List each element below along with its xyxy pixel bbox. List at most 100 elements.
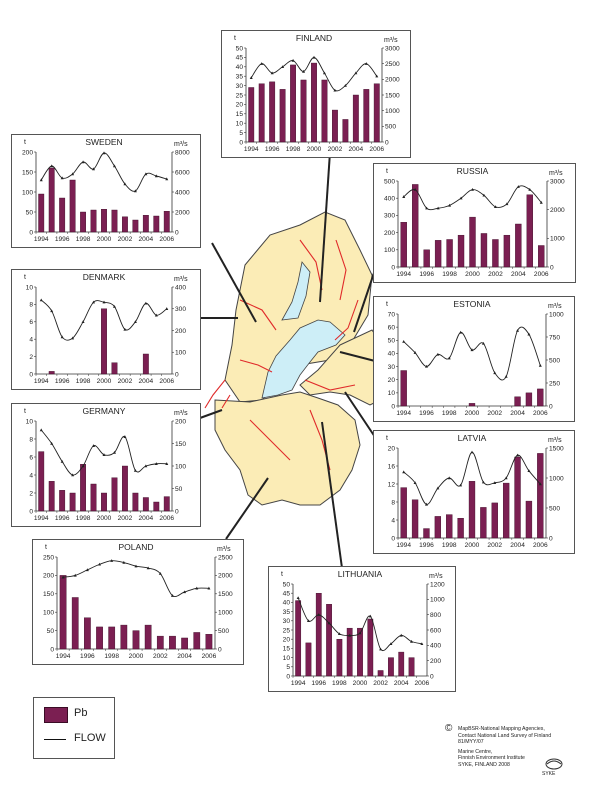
flow-point-2001 [112,450,116,454]
bar-pb-2004 [352,94,359,143]
bar-pb-1996 [423,528,430,539]
right-tick-label: 1500 [218,591,233,598]
flow-point-1994 [402,340,406,343]
flow-point-2005 [527,332,531,336]
x-tick-label: 2000 [353,680,368,687]
flow-point-1995 [260,62,264,65]
flow-point-2002 [123,435,127,438]
flow-point-1998 [110,559,114,562]
flow-point-2006 [207,586,211,590]
flow-point-2001 [482,193,486,197]
left-tick-label: 2 [29,354,33,361]
left-tick-label: 20 [236,102,244,109]
x-tick-label: 2002 [118,236,133,243]
right-axis-unit: m³/s [174,410,188,417]
flow-point-1995 [413,351,417,354]
bar-pb-2006 [537,453,544,539]
bar-pb-1998 [336,638,343,677]
x-tick-label: 2000 [97,236,112,243]
x-tick-label: 2006 [159,236,174,243]
x-tick-label: 2006 [533,410,548,417]
bar-pb-1998 [80,211,86,233]
flow-point-1999 [92,300,96,304]
bar-pb-2004 [142,214,149,233]
chart-title: POLAND [119,542,154,552]
left-tick-label: 0 [239,139,243,146]
flow-point-2005 [154,313,158,317]
left-tick-label: 4 [391,517,395,524]
x-tick-label: 2000 [307,146,322,153]
flow-point-2004 [144,172,148,176]
x-tick-label: 2004 [349,146,364,153]
flow-point-2000 [470,348,474,352]
left-tick-label: 200 [43,573,54,580]
flow-point-1999 [122,560,126,564]
left-tick-label: 50 [26,209,34,216]
flow-point-2000 [312,55,316,59]
flow-point-1994 [402,195,406,198]
bar-pb-2005 [153,215,160,233]
right-tick-label: 2000 [385,77,400,84]
flow-point-1994 [402,470,406,474]
bar-pb-2006 [163,496,170,512]
flow-point-2004 [516,185,520,188]
bar-pb-1996 [84,617,91,650]
bar-pb-1999 [457,517,464,539]
x-tick-label: 1996 [419,271,434,278]
flow-point-2000 [102,151,106,155]
bar-pb-1995 [258,83,265,143]
bar-pb-1996 [315,593,322,677]
flow-point-2006 [165,462,169,465]
chart-title: LATVIA [458,433,487,443]
left-tick-label: 150 [43,591,54,598]
left-tick-label: 200 [22,149,33,156]
left-tick-label: 10 [236,121,244,128]
bar-pb-2006 [538,245,545,268]
left-tick-label: 30 [283,618,291,625]
bar-pb-2001 [367,618,374,677]
flow-point-1994 [296,596,300,599]
right-tick-label: 0 [430,673,434,680]
right-tick-label: 800 [430,612,441,619]
right-tick-label: 2000 [175,209,190,216]
flow-point-1997 [71,172,75,176]
flow-point-1999 [348,633,352,637]
left-tick-label: 0 [391,264,395,271]
bar-pb-1999 [346,627,353,677]
left-tick-label: 0 [29,229,33,236]
right-tick-label: 4000 [175,189,190,196]
bar-pb-1997 [69,492,76,512]
left-axis-unit: t [24,139,26,146]
right-tick-label: 400 [175,284,186,291]
flow-point-1998 [448,203,452,207]
flow-point-2004 [144,464,148,468]
bar-pb-2006 [163,210,170,233]
bar-pb-2004 [514,396,521,407]
right-tick-label: 8000 [175,149,190,156]
flow-point-2001 [112,304,116,308]
flow-point-1996 [270,71,274,75]
right-tick-label: 750 [549,334,560,341]
right-tick-label: 1000 [549,311,564,318]
bar-pb-2005 [526,194,533,268]
bar-pb-2003 [503,234,511,268]
flow-point-2002 [158,571,162,575]
bar-pb-2003 [132,219,139,233]
left-tick-label: 100 [384,247,395,254]
flow-point-2004 [516,328,520,332]
x-tick-label: 1996 [55,378,70,385]
flow-point-2002 [123,327,127,331]
right-tick-label: 500 [549,505,560,512]
bar-pb-2001 [144,624,152,650]
left-tick-label: 40 [236,64,244,71]
left-tick-label: 200 [384,230,395,237]
bar-pb-2002 [122,465,128,512]
right-tick-label: 0 [549,535,553,542]
x-tick-label: 1994 [396,271,411,278]
bar-pb-2000 [132,630,140,650]
bar-pb-2004 [514,456,521,539]
bar-pb-2003 [342,119,349,143]
left-tick-label: 0 [391,535,395,542]
x-tick-label: 1994 [34,236,49,243]
